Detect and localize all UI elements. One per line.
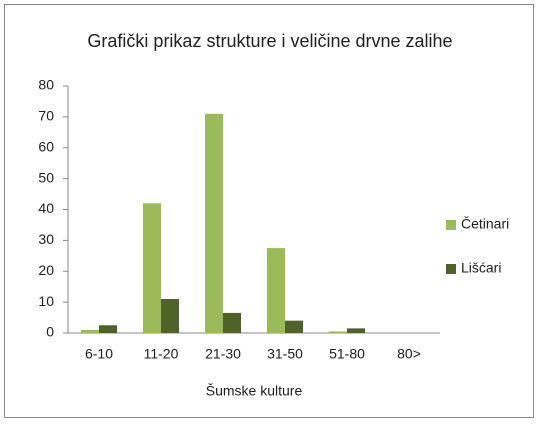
y-tick-label: 20 — [38, 262, 54, 278]
legend-label: Lišćari — [461, 260, 501, 276]
x-tick-label: 80> — [397, 346, 421, 362]
x-tick-label: 31-50 — [267, 346, 303, 362]
bar — [267, 248, 285, 333]
y-tick-label: 30 — [38, 231, 54, 247]
x-tick-label: 11-20 — [144, 346, 179, 362]
legend-swatch — [446, 220, 456, 230]
y-tick-label: 60 — [38, 138, 54, 154]
bar — [347, 328, 365, 333]
chart-title: Grafički prikaz strukture i veličine drv… — [87, 31, 453, 51]
bar — [285, 320, 303, 333]
bar — [329, 331, 347, 333]
bar — [223, 312, 241, 333]
x-tick-label: 6-10 — [85, 346, 113, 362]
x-axis-label: Šumske kulture — [206, 383, 303, 399]
y-tick-label: 50 — [38, 169, 54, 185]
x-tick-label: 51-80 — [329, 346, 365, 362]
y-tick-label: 0 — [46, 324, 54, 340]
chart-frame — [4, 4, 534, 418]
bar — [99, 325, 117, 333]
y-tick-label: 40 — [38, 200, 54, 216]
x-tick-label: 21-30 — [205, 346, 241, 362]
y-tick-label: 80 — [38, 77, 54, 93]
bar — [143, 203, 161, 333]
legend-swatch — [446, 264, 456, 274]
y-tick-label: 70 — [38, 108, 54, 124]
bar — [161, 299, 179, 333]
bar — [81, 329, 99, 333]
bar — [205, 113, 223, 333]
legend-label: Četinari — [461, 216, 509, 232]
y-tick-label: 10 — [38, 293, 54, 309]
